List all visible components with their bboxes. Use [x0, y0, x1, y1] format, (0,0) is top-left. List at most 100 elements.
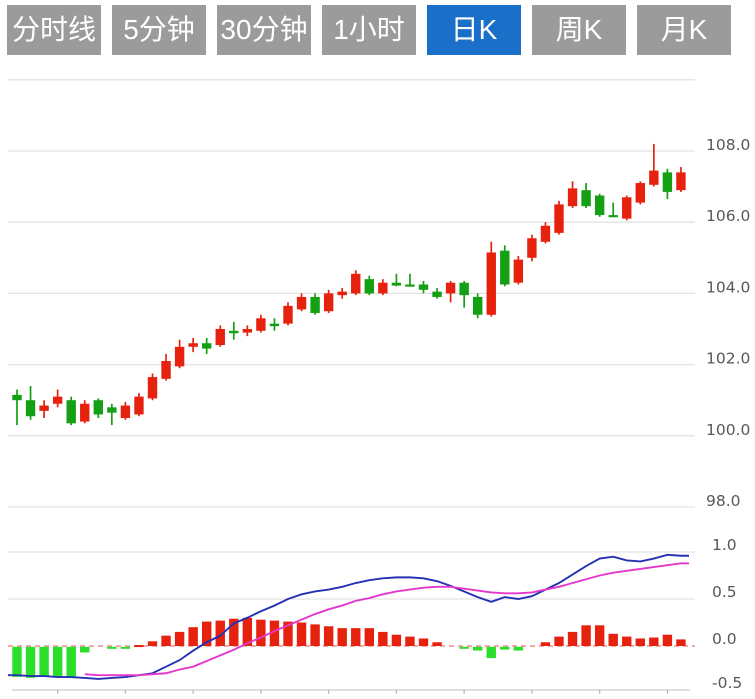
tab-30min[interactable]: 30分钟	[217, 5, 311, 55]
candle[interactable]	[229, 330, 239, 334]
macd-hist-bar	[581, 625, 591, 646]
macd-hist-bar	[594, 625, 605, 646]
macd-hist-bar	[229, 618, 239, 646]
candle[interactable]	[107, 407, 117, 413]
period-toolbar: 分时线 5分钟 30分钟 1小时 日K 周K 月K	[7, 5, 731, 55]
candle[interactable]	[486, 252, 496, 315]
candle[interactable]	[25, 400, 36, 417]
macd-hist-bar	[676, 639, 686, 646]
candle[interactable]	[52, 396, 63, 404]
candle[interactable]	[513, 259, 524, 283]
candle[interactable]	[256, 318, 266, 331]
candle[interactable]	[567, 188, 578, 207]
macd-hist-bar	[66, 646, 76, 678]
candle[interactable]	[310, 296, 320, 313]
candle[interactable]	[12, 394, 22, 401]
macd-axis-label: 0.0	[712, 630, 737, 648]
macd-hist-bar	[567, 631, 578, 646]
macd-hist-bar	[473, 646, 483, 651]
candle[interactable]	[527, 238, 537, 258]
macd-hist-bar	[12, 646, 22, 677]
candle[interactable]	[283, 305, 293, 324]
candle[interactable]	[66, 400, 76, 424]
macd-hist-bar	[147, 641, 158, 646]
candle[interactable]	[323, 293, 334, 312]
candle[interactable]	[378, 282, 388, 294]
macd-hist-bar	[364, 628, 374, 646]
candle[interactable]	[80, 403, 90, 422]
candle[interactable]	[540, 225, 551, 242]
candle[interactable]	[662, 172, 673, 192]
candle[interactable]	[622, 197, 632, 219]
candle[interactable]	[337, 291, 347, 296]
macd-axis-label: 1.0	[712, 536, 737, 554]
tab-monthly-k[interactable]: 月K	[637, 5, 731, 55]
macd-hist-bar	[174, 631, 185, 646]
macd-hist-bar	[80, 646, 90, 653]
candle[interactable]	[364, 279, 374, 294]
candle[interactable]	[418, 284, 429, 290]
macd-hist-bar	[662, 634, 673, 646]
candle[interactable]	[296, 296, 307, 310]
candle[interactable]	[188, 343, 198, 347]
macd-hist-bar	[296, 622, 307, 646]
macd-hist-bar	[378, 631, 388, 646]
macd-hist-bar	[120, 646, 131, 649]
macd-hist-bar	[540, 642, 551, 646]
macd-hist-bar	[351, 628, 361, 646]
macd-hist-bar	[161, 635, 171, 646]
dif-line	[8, 553, 689, 680]
macd-hist-bar	[134, 645, 144, 648]
candle[interactable]	[215, 329, 225, 346]
candle[interactable]	[93, 400, 103, 415]
macd-hist-bar	[242, 617, 253, 646]
candle[interactable]	[500, 250, 510, 285]
tab-5min[interactable]: 5分钟	[112, 5, 206, 55]
tab-1hour[interactable]: 1小时	[322, 5, 416, 55]
candle[interactable]	[473, 296, 483, 315]
macd-hist-bar	[39, 646, 49, 677]
candle[interactable]	[676, 172, 686, 191]
candle[interactable]	[120, 405, 131, 418]
tab-timeline[interactable]: 分时线	[7, 5, 101, 55]
candle[interactable]	[594, 195, 605, 216]
candle[interactable]	[134, 396, 144, 415]
macd-hist-bar	[337, 628, 347, 646]
macd-hist-bar	[608, 633, 618, 646]
candle[interactable]	[635, 183, 645, 203]
price-axis-label: 106.0	[706, 207, 750, 225]
candle[interactable]	[242, 329, 253, 333]
candle[interactable]	[269, 323, 280, 327]
macd-hist-bar	[52, 646, 63, 677]
candle[interactable]	[351, 273, 361, 294]
candle[interactable]	[554, 204, 564, 233]
candle[interactable]	[202, 343, 212, 349]
candle[interactable]	[432, 291, 442, 297]
candle[interactable]	[581, 190, 591, 207]
tab-weekly-k[interactable]: 周K	[532, 5, 626, 55]
candle[interactable]	[147, 377, 158, 399]
macd-hist-bar	[432, 642, 442, 646]
candle[interactable]	[649, 170, 659, 185]
macd-hist-bar	[622, 636, 632, 646]
tab-daily-k[interactable]: 日K	[427, 5, 521, 55]
price-axis-label: 100.0	[706, 421, 750, 439]
macd-hist-bar	[649, 637, 659, 646]
candle[interactable]	[445, 282, 456, 294]
candle[interactable]	[405, 284, 415, 287]
macd-hist-bar	[283, 621, 293, 646]
macd-hist-bar	[635, 638, 645, 646]
macd-hist-bar	[459, 646, 469, 649]
macd-hist-bar	[391, 634, 402, 646]
candle[interactable]	[161, 361, 171, 379]
price-axis-label: 98.0	[706, 492, 741, 510]
candle[interactable]	[391, 282, 402, 286]
candle[interactable]	[39, 405, 49, 411]
dea-line	[84, 562, 689, 677]
macd-hist-bar	[269, 620, 280, 646]
candle[interactable]	[608, 215, 618, 218]
candle[interactable]	[174, 346, 185, 367]
candle[interactable]	[459, 282, 469, 296]
